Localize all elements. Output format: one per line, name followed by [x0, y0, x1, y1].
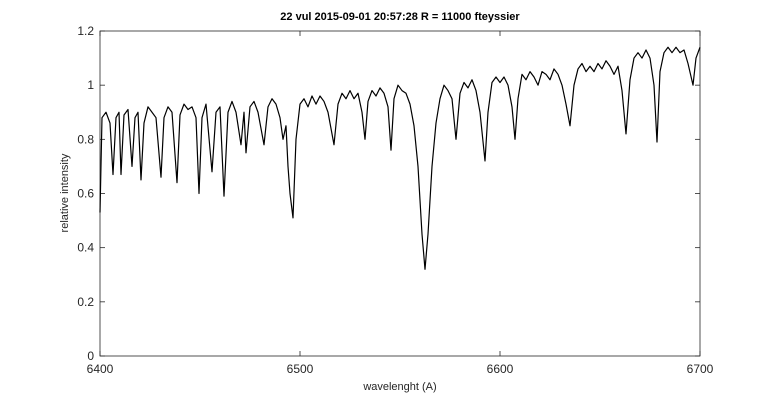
y-tick-label: 0.8 [77, 132, 94, 146]
y-tick-label: 0.2 [77, 295, 94, 309]
x-tick-label: 6400 [87, 362, 114, 376]
y-tick-label: 0.4 [77, 241, 94, 255]
y-tick-label: 0.6 [77, 187, 94, 201]
y-tick-label: 1.2 [77, 24, 94, 38]
x-axis-label: wavelenght (A) [362, 381, 436, 393]
x-tick-label: 6500 [287, 362, 314, 376]
chart-title: 22 vul 2015-09-01 20:57:28 R = 11000 fte… [280, 11, 520, 23]
y-tick-label: 1 [87, 78, 94, 92]
x-tick-label: 6700 [687, 362, 714, 376]
y-axis-label: relative intensity [59, 153, 71, 232]
x-tick-label: 6600 [487, 362, 514, 376]
y-tick-label: 0 [87, 349, 94, 363]
spectrum-line [99, 46, 701, 270]
